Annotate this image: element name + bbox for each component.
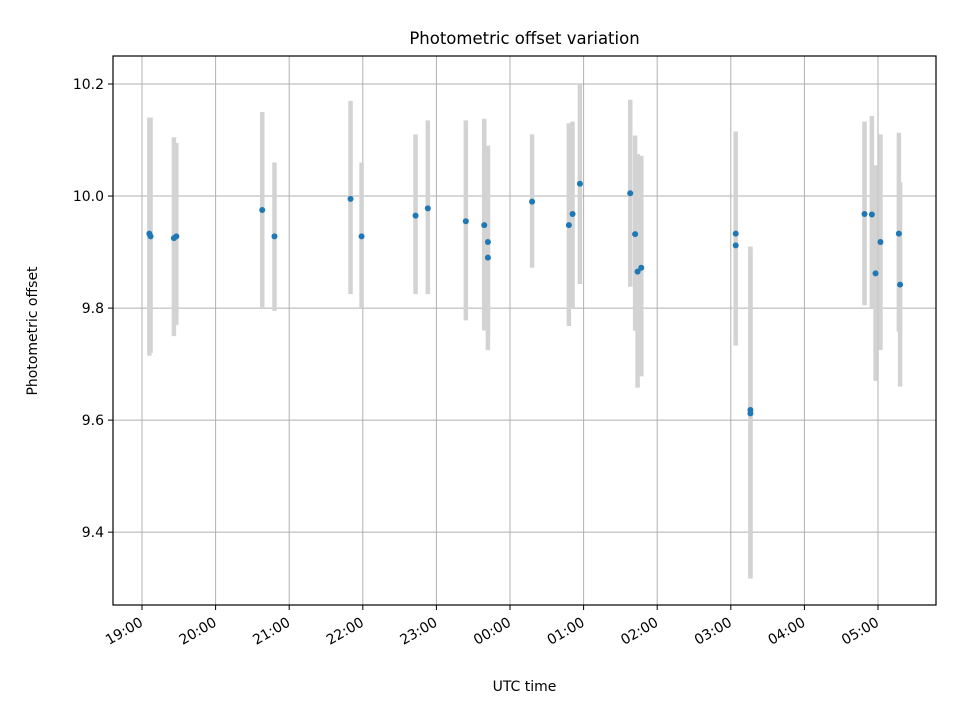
y-axis-label: Photometric offset (25, 266, 41, 396)
data-point (569, 210, 576, 217)
data-point (358, 233, 365, 240)
data-point (861, 210, 868, 217)
data-point (424, 205, 431, 212)
y-tick-label: 9.8 (82, 301, 104, 317)
data-point (259, 207, 266, 214)
data-point (173, 233, 180, 240)
data-point (747, 407, 754, 414)
y-tick-label: 9.6 (82, 413, 104, 429)
data-point (732, 242, 739, 249)
data-point (484, 254, 491, 261)
data-point (634, 268, 641, 275)
data-point (147, 233, 154, 240)
grid-lines (113, 56, 936, 605)
data-point (412, 212, 419, 219)
data-point (895, 230, 902, 237)
data-point (627, 190, 634, 197)
data-points (146, 180, 904, 417)
x-axis-label: UTC time (493, 679, 557, 695)
data-point (732, 230, 739, 237)
y-tick-label: 10.2 (73, 77, 104, 93)
y-tick-label: 10.0 (73, 189, 104, 205)
plot-frame (112, 55, 937, 606)
data-point (576, 180, 583, 187)
y-axis-ticks: 9.4 9.6 9.8 10.0 10.2 (73, 77, 113, 541)
data-point (347, 195, 354, 202)
data-point (868, 211, 875, 218)
data-point (565, 222, 572, 229)
data-point (897, 281, 904, 288)
data-point (638, 264, 645, 271)
data-point (632, 231, 639, 238)
chart-title: Photometric offset variation (409, 29, 639, 48)
data-point (872, 270, 879, 277)
y-tick-label: 9.4 (82, 525, 104, 541)
data-point (271, 233, 278, 240)
data-point (481, 222, 488, 229)
data-point (462, 218, 469, 225)
data-point (877, 238, 884, 245)
data-point (484, 238, 491, 245)
data-point (529, 198, 536, 205)
